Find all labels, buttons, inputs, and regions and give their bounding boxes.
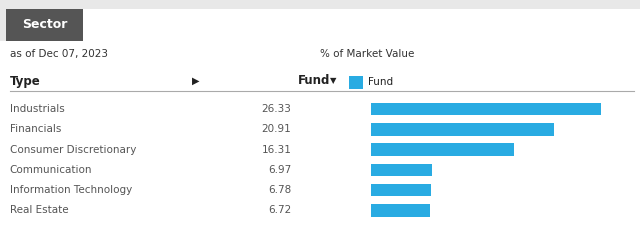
Text: Communication: Communication (10, 165, 92, 175)
Text: Real Estate: Real Estate (10, 205, 68, 215)
Bar (349, 76, 363, 89)
Text: 6.97: 6.97 (268, 165, 291, 175)
Bar (371, 164, 432, 176)
FancyBboxPatch shape (83, 9, 640, 40)
Text: 6.72: 6.72 (268, 205, 291, 215)
Text: ▼: ▼ (330, 76, 336, 86)
FancyBboxPatch shape (6, 9, 83, 40)
Text: Sector: Sector (22, 18, 67, 31)
Text: Consumer Discretionary: Consumer Discretionary (10, 145, 136, 155)
Text: 6.78: 6.78 (268, 185, 291, 195)
Text: Financials: Financials (10, 124, 61, 134)
Text: 26.33: 26.33 (261, 104, 291, 114)
Text: Fund: Fund (298, 74, 330, 88)
Bar (371, 123, 554, 135)
Bar (371, 103, 602, 115)
Text: % of Market Value: % of Market Value (320, 49, 414, 59)
Text: Fund: Fund (368, 77, 393, 87)
Bar (371, 144, 514, 156)
Text: Industrials: Industrials (10, 104, 65, 114)
Bar (371, 204, 430, 216)
Text: Information Technology: Information Technology (10, 185, 132, 195)
Text: Type: Type (10, 74, 40, 88)
Text: 20.91: 20.91 (262, 124, 291, 134)
FancyBboxPatch shape (0, 40, 640, 225)
Bar (371, 184, 431, 196)
Text: 16.31: 16.31 (261, 145, 291, 155)
Text: ▶: ▶ (192, 76, 200, 86)
Text: as of Dec 07, 2023: as of Dec 07, 2023 (10, 49, 108, 59)
